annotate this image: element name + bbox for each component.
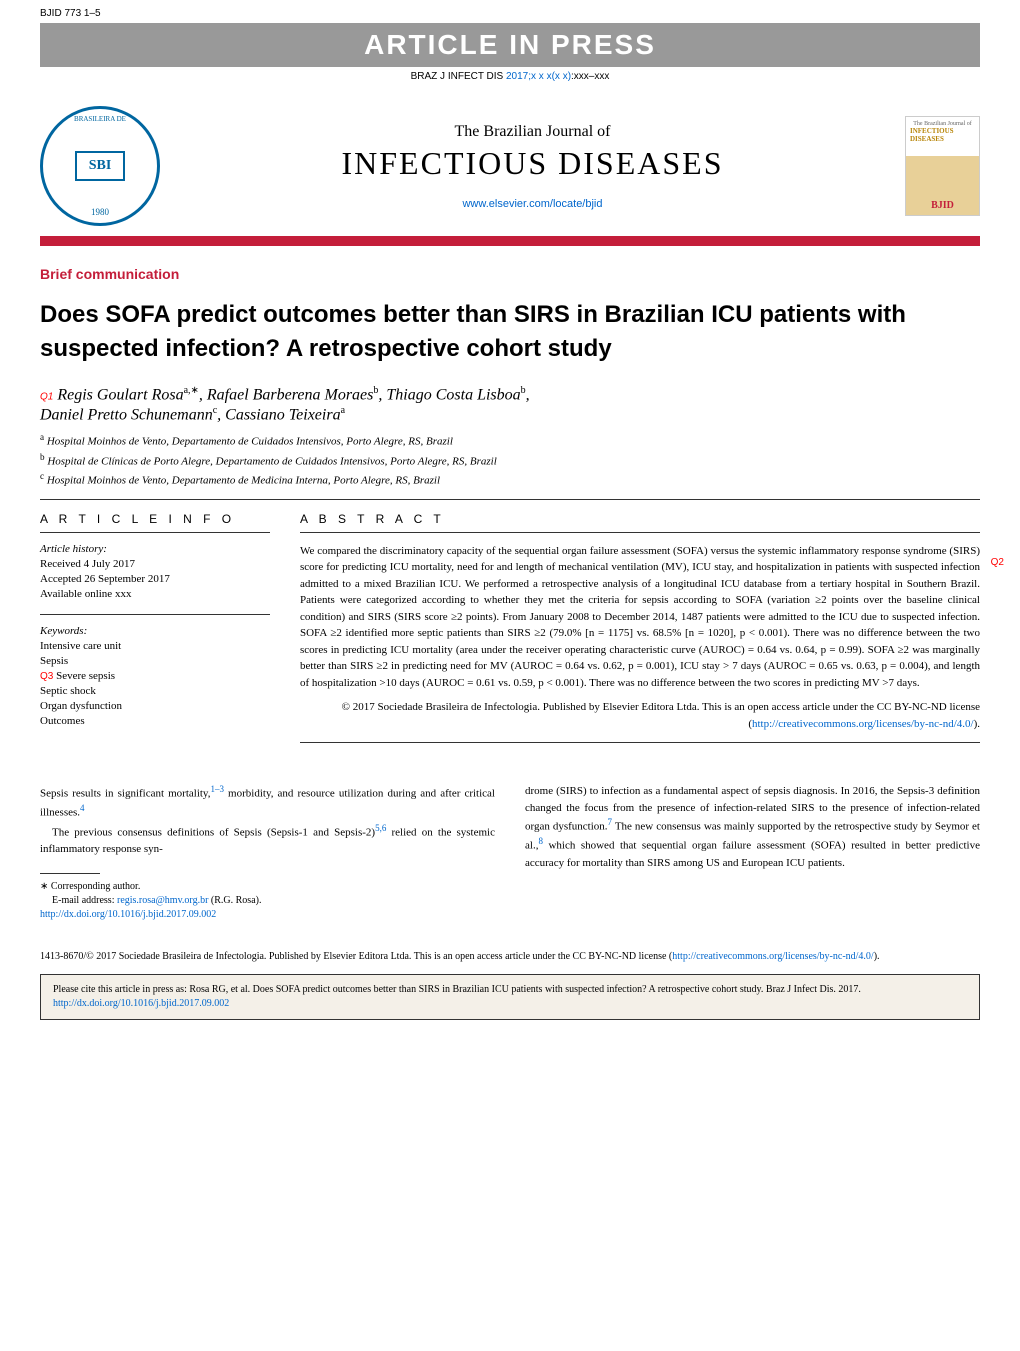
keyword-4: Septic shock [40,685,270,697]
article-title: Does SOFA predict outcomes better than S… [40,298,980,365]
sbi-logo: BRASILEIRA DE SBI 1980 [40,106,160,226]
citation-volume: x x x(x x) [531,71,571,82]
abstract-text: We compared the discriminatory capacity … [300,543,980,692]
keywords-label: Keywords: [40,625,270,637]
divider [40,499,980,500]
affiliation-a: a a Hospital Moinhos de Vento, Departame… [40,432,980,448]
author-5-sup: a [341,405,345,416]
citation-pages: :xxx–xxx [571,71,609,82]
q3-marker: Q3 [40,671,53,682]
cover-title: INFECTIOUS DISEASES [910,127,975,143]
author-sep-1: , Rafael Barberena Moraes [199,387,373,404]
body-text: Sepsis results in significant mortality,… [40,783,980,922]
author-sep-2: , Thiago Costa Lisboa [378,387,520,404]
email-line: E-mail address: regis.rosa@hmv.org.br (R… [40,894,495,908]
abstract-heading: A B S T R A C T [300,512,980,526]
keyword-2: Sepsis [40,655,270,667]
article-info-box: A R T I C L E I N F O Article history: R… [40,512,270,754]
journal-header: BRASILEIRA DE SBI 1980 The Brazilian Jou… [0,86,1020,236]
accepted-date: Accepted 26 September 2017 [40,573,270,585]
citation-line: BRAZ J INFECT DIS 2017;x x x(x x):xxx–xx… [0,71,1020,82]
keyword-6: Outcomes [40,715,270,727]
available-date: Available online xxx [40,588,270,600]
keyword-1: Intensive care unit [40,640,270,652]
body-column-left: Sepsis results in significant mortality,… [40,783,495,922]
ref-1-3[interactable]: 1–3 [210,784,224,794]
license-link[interactable]: http://creativecommons.org/licenses/by-n… [752,718,974,730]
keyword-5: Organ dysfunction [40,700,270,712]
section-label: Brief communication [40,266,980,282]
bottom-license: 1413-8670/© 2017 Sociedade Brasileira de… [40,950,980,964]
ref-4[interactable]: 4 [80,803,85,813]
history-label: Article history: [40,543,270,555]
author-sep-4: , Cassiano Teixeira [217,406,340,423]
author-1-sup: a,∗ [184,385,199,396]
logo-year: 1980 [91,207,109,217]
author-sep-3: , [526,387,530,404]
body-column-right: drome (SIRS) to infection as a fundament… [525,783,980,922]
q2-marker: Q2 [991,557,1004,568]
bottom-license-link[interactable]: http://creativecommons.org/licenses/by-n… [672,951,873,962]
q1-marker: Q1 [40,392,53,403]
abstract-box: A B S T R A C T Q2 We compared the discr… [300,512,980,754]
received-date: Received 4 July 2017 [40,558,270,570]
affiliation-b: b Hospital de Clínicas de Porto Alegre, … [40,452,980,468]
article-id: BJID 773 1–5 [40,8,101,19]
citation-box: Please cite this article in press as: Ro… [40,974,980,1020]
keyword-3: Q3 Severe sepsis [40,670,270,682]
doi-link[interactable]: http://dx.doi.org/10.1016/j.bjid.2017.09… [40,909,216,920]
ref-5-6[interactable]: 5,6 [375,823,386,833]
cite-doi-link[interactable]: http://dx.doi.org/10.1016/j.bjid.2017.09… [53,998,229,1009]
journal-url-link[interactable]: www.elsevier.com/locate/bjid [180,198,885,210]
author-1: Regis Goulart Rosa [57,387,183,404]
abstract-copyright: © 2017 Sociedade Brasileira de Infectolo… [300,699,980,732]
article-in-press-banner: ARTICLE IN PRESS [40,23,980,67]
citation-year: 2017; [503,71,531,82]
journal-cover-thumbnail: The Brazilian Journal of INFECTIOUS DISE… [905,116,980,216]
red-divider-bar [40,236,980,246]
journal-subtitle: The Brazilian Journal of [180,123,885,141]
citation-journal: BRAZ J INFECT DIS [411,71,504,82]
authors: Q1 Regis Goulart Rosaa,∗, Rafael Barbere… [40,385,980,424]
info-heading: A R T I C L E I N F O [40,512,270,526]
affiliation-c: c Hospital Moinhos de Vento, Departament… [40,471,980,487]
author-4: Daniel Pretto Schunemann [40,406,213,423]
journal-title: INFECTIOUS DISEASES [180,145,885,182]
logo-text: SBI [75,151,125,181]
corresponding-author: ∗ Corresponding author. [40,880,495,894]
author-email-link[interactable]: regis.rosa@hmv.org.br [117,895,208,906]
